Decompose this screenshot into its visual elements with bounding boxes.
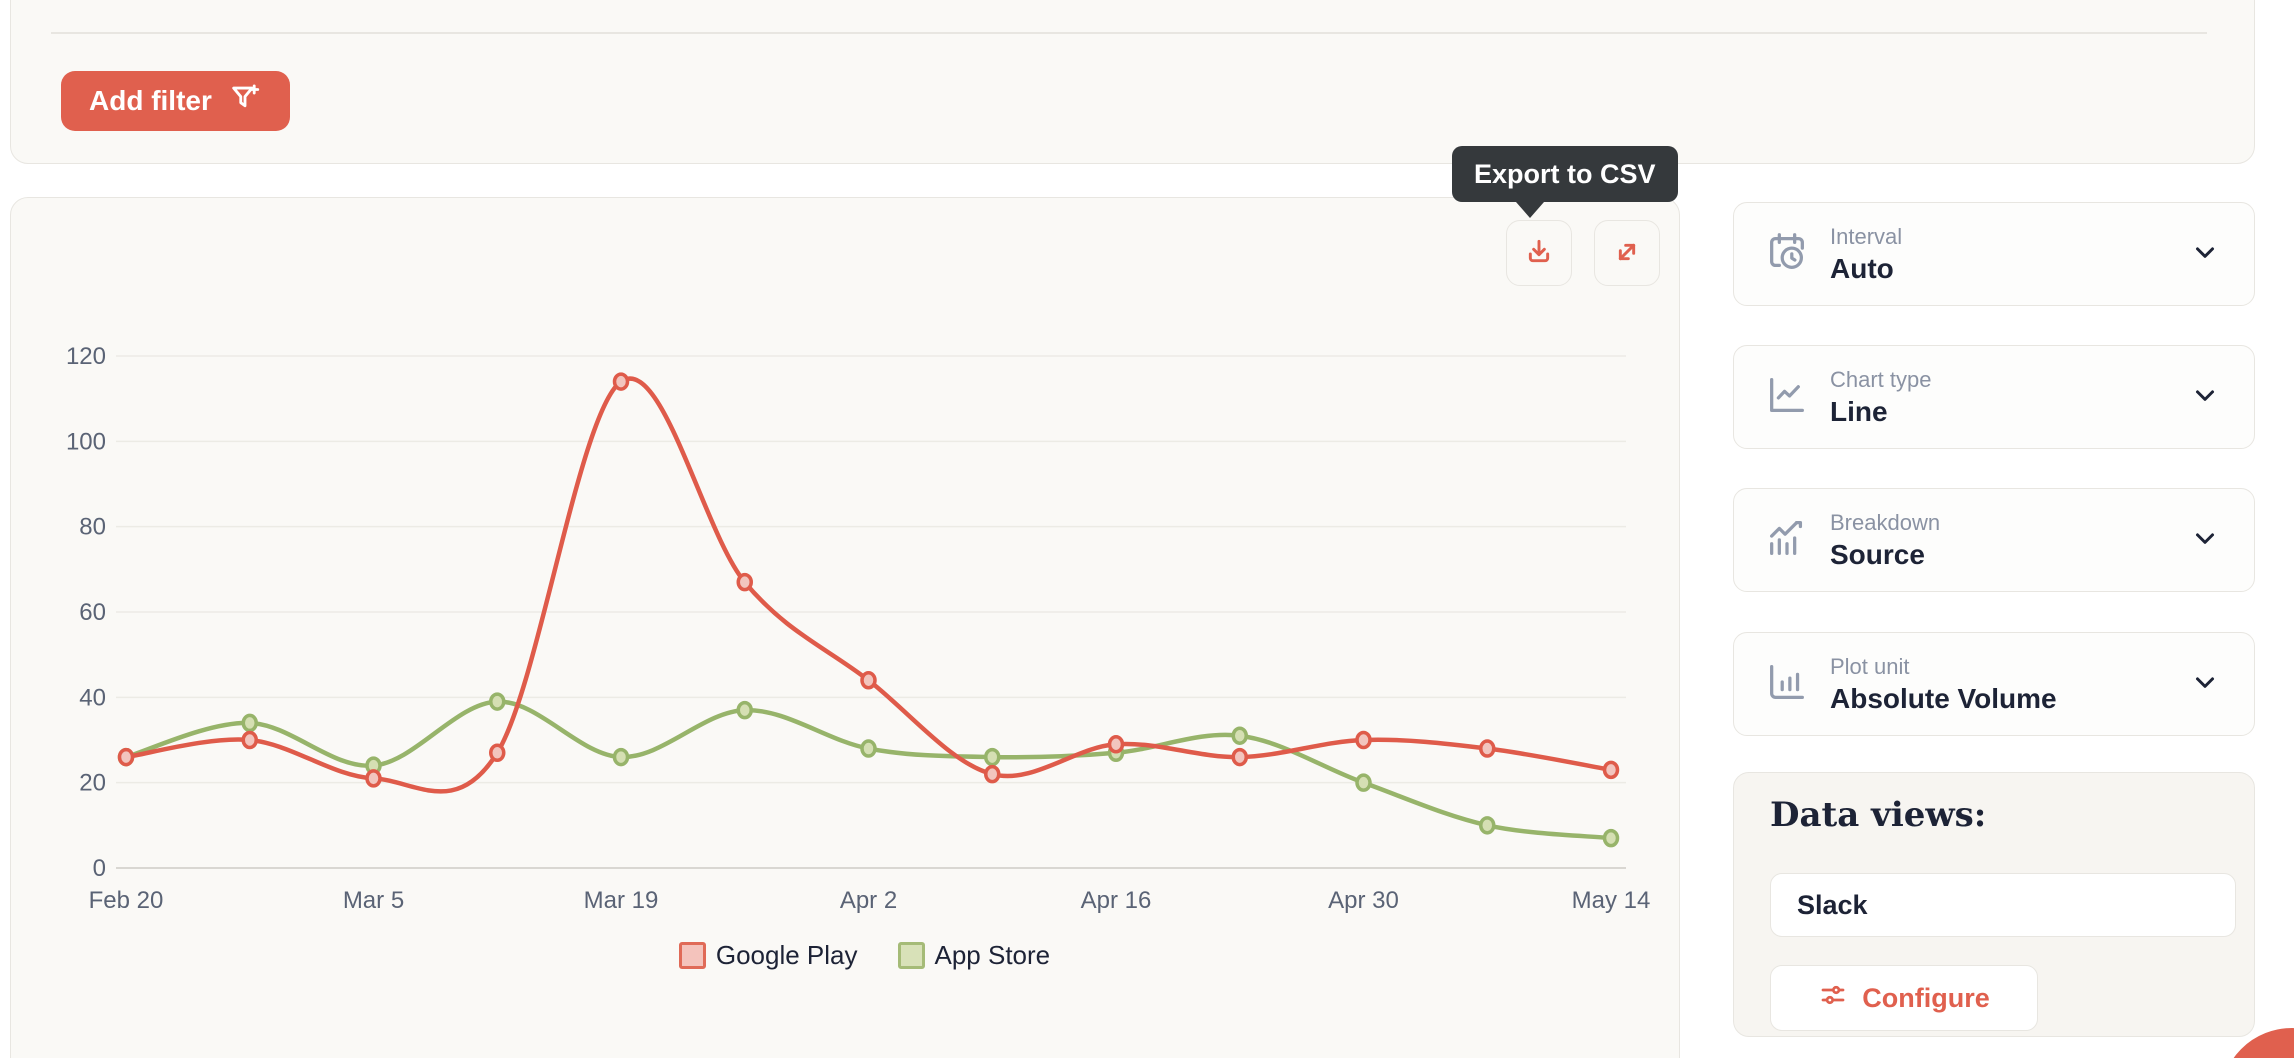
control-value: Source	[1830, 538, 1925, 570]
svg-text:May 14: May 14	[1572, 887, 1651, 914]
control-value: Auto	[1830, 252, 1894, 284]
expand-icon	[1611, 236, 1643, 271]
add-filter-label: Add filter	[89, 85, 212, 116]
legend-item: App Store	[897, 940, 1051, 971]
x-axis-labels: Feb 20 Mar 5 Mar 19 Apr 2 Apr 16 Apr 30 May 14	[89, 887, 1651, 914]
svg-text:80: 80	[79, 514, 106, 541]
line-chart: 0 20 40 60 80 100 120 Feb 20 Mar 5 Mar 19 Apr 2 Apr…	[66, 343, 1651, 914]
control-card-breakdown[interactable]: Breakdown Source	[1733, 488, 2255, 592]
legend-label: App Store	[934, 940, 1051, 970]
svg-text:Feb 20: Feb 20	[89, 887, 164, 914]
y-axis-labels: 0 20 40 60 80 100 120	[66, 343, 106, 882]
data-views-heading: Data views:	[1770, 795, 1987, 835]
control-card-interval[interactable]: Interval Auto	[1733, 202, 2255, 306]
legend-label: Google Play	[715, 940, 858, 970]
view-name-input[interactable]	[1770, 873, 2236, 937]
chart-card: 0 20 40 60 80 100 120 Feb 20 Mar 5 Mar 19 Apr 2 Apr…	[10, 197, 1680, 1058]
chart-legend: Google Play App Store	[116, 940, 1613, 971]
chevron-down-icon	[2190, 523, 2220, 558]
sliders-icon	[1818, 980, 1848, 1017]
tooltip-arrow	[1516, 202, 1544, 218]
filter-plus-icon	[228, 81, 262, 122]
chart-series-app-store	[117, 692, 1620, 848]
control-value: Absolute Volume	[1830, 682, 2057, 714]
svg-text:Mar 5: Mar 5	[343, 887, 404, 914]
filter-card: Add filter	[10, 0, 2255, 164]
expand-button[interactable]	[1594, 220, 1660, 286]
svg-text:60: 60	[79, 599, 106, 626]
control-label: Interval	[1830, 223, 1903, 249]
svg-text:100: 100	[66, 428, 106, 455]
control-label: Breakdown	[1830, 509, 1941, 535]
export-csv-button[interactable]	[1506, 220, 1572, 286]
control-label: Plot unit	[1830, 653, 1910, 679]
control-card-chart-type[interactable]: Chart type Line	[1733, 345, 2255, 449]
add-filter-button[interactable]: Add filter	[61, 71, 290, 131]
bars-trend-icon	[1764, 515, 1810, 566]
configure-button[interactable]: Configure	[1770, 965, 2038, 1031]
svg-text:40: 40	[79, 684, 106, 711]
svg-text:Apr 30: Apr 30	[1328, 887, 1399, 914]
configure-label: Configure	[1862, 982, 1990, 1013]
line-chart-icon	[1764, 372, 1810, 423]
data-views-card: Data views: Configure	[1733, 772, 2255, 1037]
control-label: Chart type	[1830, 366, 1932, 392]
chart-series-google-play	[117, 372, 1620, 794]
divider	[51, 32, 2207, 34]
control-card-plot-unit[interactable]: Plot unit Absolute Volume	[1733, 632, 2255, 736]
chart-gridlines	[116, 355, 1626, 869]
chevron-down-icon	[2190, 667, 2220, 702]
legend-swatch	[897, 942, 925, 969]
svg-text:0: 0	[93, 855, 106, 882]
legend-swatch	[678, 942, 706, 969]
download-icon	[1523, 236, 1555, 271]
calendar-clock-icon	[1764, 229, 1810, 280]
chevron-down-icon	[2190, 380, 2220, 415]
svg-text:120: 120	[66, 343, 106, 370]
chevron-down-icon	[2190, 237, 2220, 272]
bar-chart-icon	[1764, 659, 1810, 710]
svg-text:Apr 16: Apr 16	[1081, 887, 1152, 914]
svg-text:20: 20	[79, 770, 106, 797]
svg-text:Mar 19: Mar 19	[584, 887, 659, 914]
control-value: Line	[1830, 395, 1888, 427]
legend-item: Google Play	[678, 940, 858, 971]
svg-text:Apr 2: Apr 2	[840, 887, 897, 914]
export-tooltip: Export to CSV	[1452, 146, 1678, 218]
tooltip-text: Export to CSV	[1474, 159, 1656, 189]
